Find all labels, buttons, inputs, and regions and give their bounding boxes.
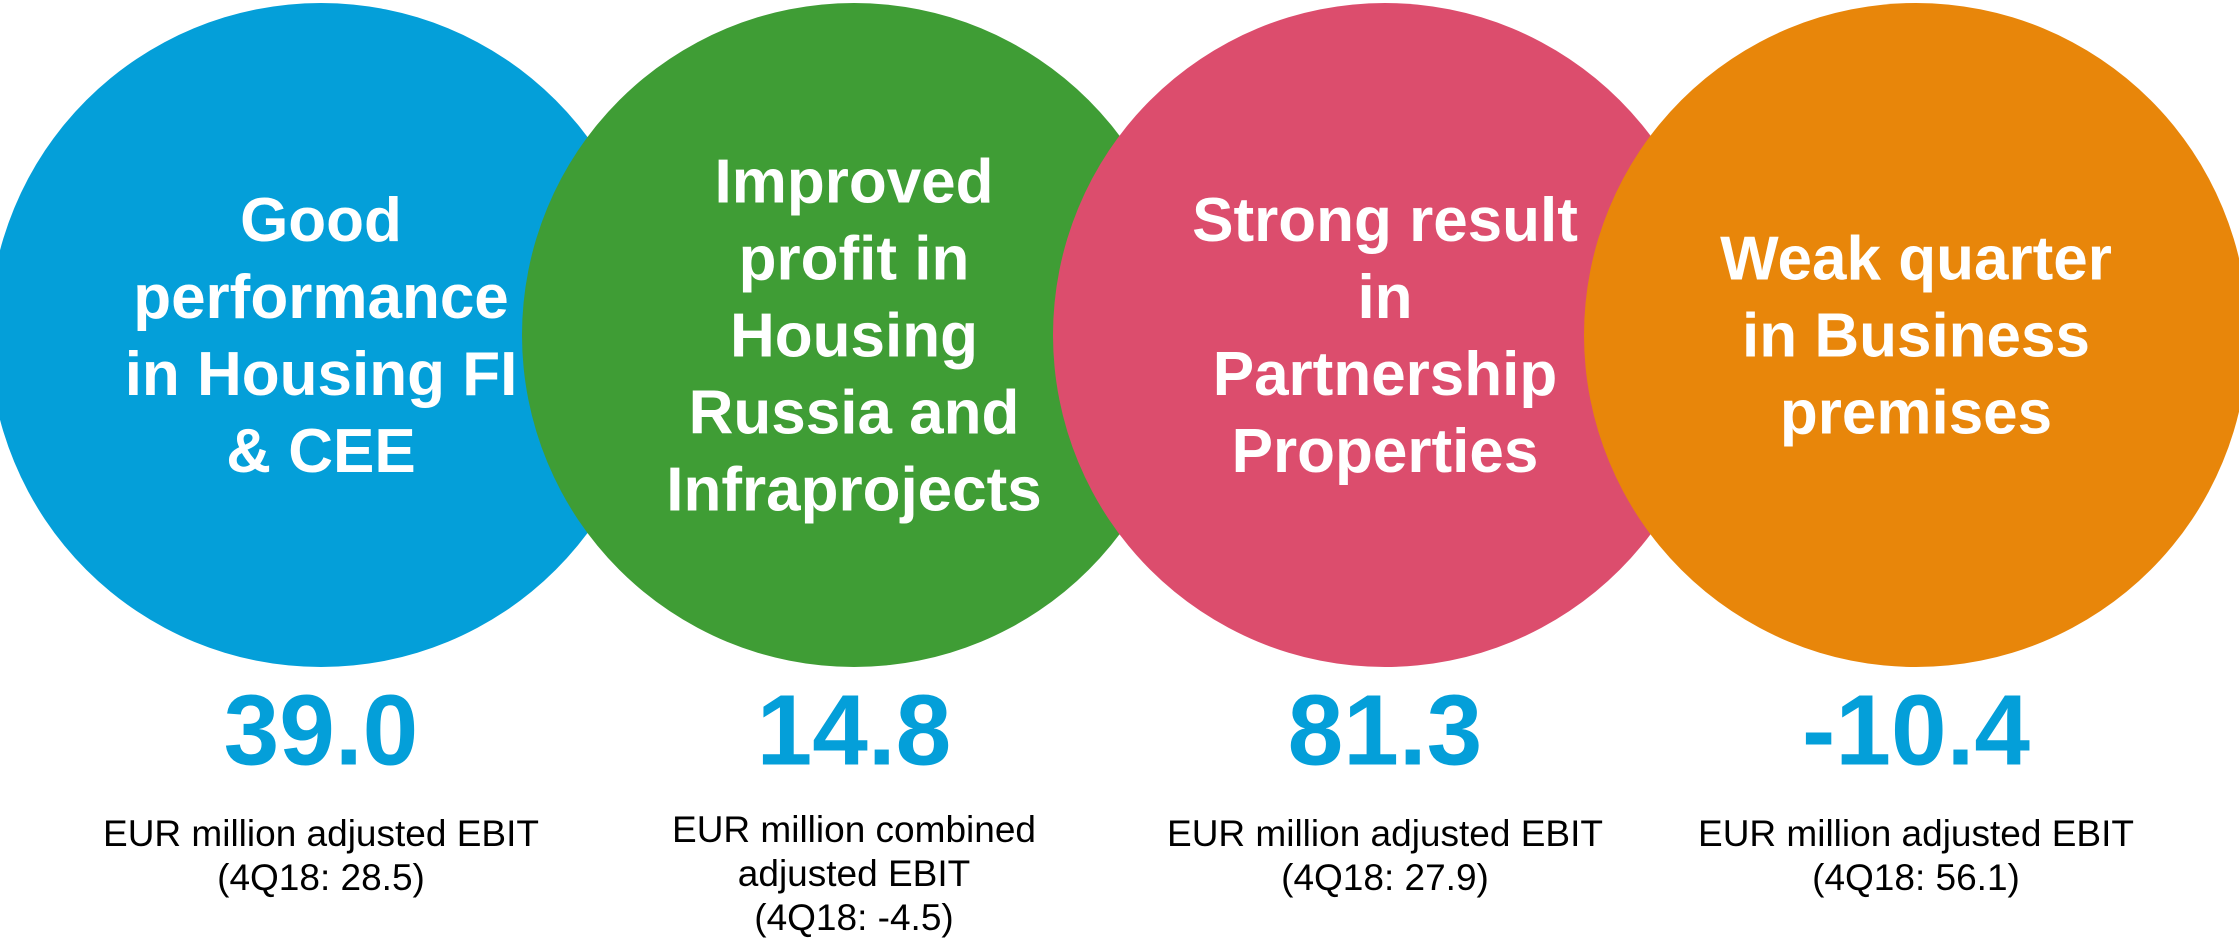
caption-line: EUR million adjusted EBIT [1167,813,1603,854]
caption-line: (4Q18: 28.5) [217,857,425,898]
caption-line: EUR million adjusted EBIT [103,813,539,854]
heading-line: Russia and [689,378,1020,447]
caption-line: EUR million adjusted EBIT [1698,813,2134,854]
heading-line: in Business [1742,301,2090,370]
caption-line: EUR million combined [672,809,1036,850]
value: 39.0 [224,674,419,786]
circle [522,3,1186,667]
value: 81.3 [1288,674,1483,786]
circle [1053,3,1717,667]
heading-line: in Housing FI [125,340,518,409]
heading-line: Strong result [1192,186,1578,255]
heading-line: & CEE [226,417,415,486]
heading-line: Properties [1232,417,1539,486]
value: -10.4 [1802,674,2030,786]
caption-line: adjusted EBIT [738,853,970,894]
circle [1584,3,2239,667]
heading-line: Partnership [1213,340,1558,409]
caption-line: (4Q18: 56.1) [1812,857,2020,898]
caption-line: (4Q18: 27.9) [1281,857,1489,898]
heading-line: profit in [739,224,970,293]
circle [0,3,653,667]
heading-line: performance [133,263,509,332]
value: 14.8 [757,674,952,786]
heading-line: Housing [730,301,978,370]
heading-line: in [1357,263,1412,332]
heading-line: Improved [714,147,993,216]
heading-line: premises [1780,378,2052,447]
heading-line: Weak quarter [1720,224,2112,293]
heading-line: Infraprojects [666,455,1042,524]
heading-line: Good [240,186,402,255]
caption-line: (4Q18: -4.5) [754,897,953,938]
